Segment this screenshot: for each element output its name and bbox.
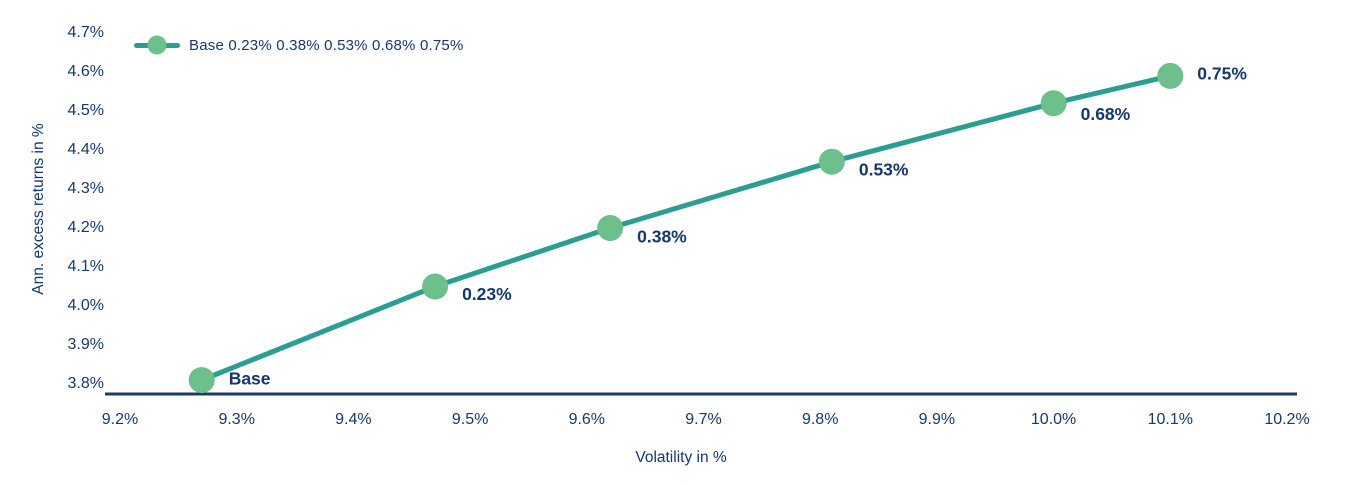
data-point-marker	[422, 273, 449, 300]
y-tick-label: 4.6%	[68, 63, 104, 80]
x-tick-label: 9.8%	[802, 411, 838, 428]
y-tick-label: 4.5%	[68, 102, 104, 119]
x-tick-label: 10.0%	[1031, 411, 1076, 428]
legend: Base 0.23% 0.38% 0.53% 0.68% 0.75%	[134, 35, 464, 55]
x-tick-label: 9.7%	[685, 411, 721, 428]
y-tick-label: 3.8%	[68, 375, 104, 392]
data-point-marker	[188, 367, 215, 394]
data-point-label: 0.68%	[1081, 104, 1131, 124]
x-axis-title: Volatility in %	[635, 449, 727, 466]
data-point-label: 0.38%	[637, 227, 687, 247]
data-point-label: 0.23%	[462, 284, 512, 304]
y-tick-label: 3.9%	[68, 336, 104, 353]
y-tick-label: 4.1%	[68, 258, 104, 275]
x-tick-label: 9.3%	[218, 411, 254, 428]
y-tick-label: 4.0%	[68, 297, 104, 314]
x-tick-label: 9.2%	[102, 411, 138, 428]
data-point-label: 0.75%	[1197, 64, 1247, 84]
y-tick-label: 4.2%	[68, 219, 104, 236]
series-line	[199, 73, 1173, 383]
legend-series-marker-icon	[134, 35, 180, 55]
y-tick-label: 4.3%	[68, 180, 104, 197]
legend-series-label: Base 0.23% 0.38% 0.53% 0.68% 0.75%	[189, 36, 464, 54]
legend-dot-icon	[147, 35, 167, 55]
x-tick-label: 10.1%	[1148, 411, 1193, 428]
data-point-label: Base	[229, 369, 271, 389]
data-point-marker	[1157, 62, 1184, 89]
x-tick-label: 9.5%	[452, 411, 488, 428]
data-point-marker	[597, 215, 624, 241]
data-point-marker	[818, 148, 845, 175]
y-tick-label: 4.7%	[68, 24, 104, 41]
x-tick-label: 9.4%	[335, 411, 371, 428]
x-tick-label: 9.6%	[569, 411, 605, 428]
x-tick-label: 9.9%	[919, 411, 955, 428]
y-tick-label: 4.4%	[68, 141, 104, 158]
data-point-label: 0.53%	[859, 159, 909, 179]
x-tick-label: 10.2%	[1264, 411, 1309, 428]
data-point-marker	[1040, 90, 1067, 117]
